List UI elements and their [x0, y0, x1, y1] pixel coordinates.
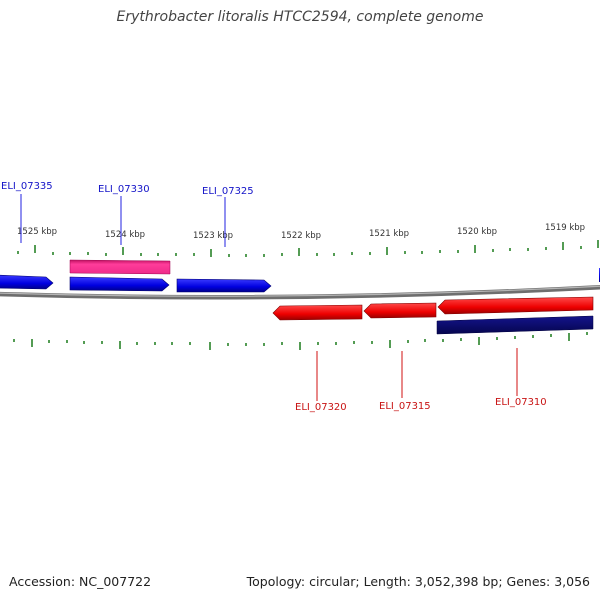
gene-labels: ELI_07335 ELI_07330 ELI_07325 ELI_07320 …: [1, 181, 547, 413]
scale-label-1522: 1522 kbp: [281, 231, 321, 241]
gene-label-eli-07310[interactable]: ELI_07310: [495, 397, 547, 408]
gene-arrow-eli-07325[interactable]: [176, 278, 272, 293]
scale-label-1525: 1525 kbp: [17, 227, 57, 237]
scale-label-1519: 1519 kbp: [545, 223, 585, 233]
feature-bar-pink[interactable]: [69, 259, 171, 275]
scale-labels: 1525 kbp 1524 kbp 1523 kbp 1522 kbp 1521…: [17, 223, 585, 241]
forward-label-lines: [20, 194, 226, 247]
reverse-strand-genes: [272, 296, 594, 321]
gene-arrow-eli-07330[interactable]: [69, 276, 170, 292]
forward-strand-genes: [0, 268, 600, 293]
reverse-label-lines: [316, 348, 518, 401]
genome-backbone: [0, 285, 600, 300]
gene-label-eli-07315[interactable]: ELI_07315: [379, 401, 431, 412]
scale-label-1520: 1520 kbp: [457, 227, 497, 237]
upper-tick-row: [17, 240, 599, 257]
gene-arrow-eli-07320[interactable]: [272, 304, 363, 321]
scale-label-1523: 1523 kbp: [193, 231, 233, 241]
feature-bar-navy[interactable]: [436, 315, 594, 335]
genome-title: Erythrobacter litoralis HTCC2594, comple…: [116, 9, 484, 25]
gene-label-eli-07330[interactable]: ELI_07330: [98, 184, 150, 195]
accession-text: Accession: NC_007722: [9, 574, 152, 589]
gene-arrow-eli-07315[interactable]: [363, 302, 437, 319]
gene-arrow-eli-07310[interactable]: [437, 296, 594, 315]
gene-label-eli-07325[interactable]: ELI_07325: [202, 186, 254, 197]
lower-tick-row: [13, 332, 588, 350]
gene-label-eli-07335[interactable]: ELI_07335: [1, 181, 53, 192]
gene-label-eli-07320[interactable]: ELI_07320: [295, 402, 347, 413]
scale-label-1524: 1524 kbp: [105, 230, 145, 240]
scale-label-1521: 1521 kbp: [369, 229, 409, 239]
topology-text: Topology: circular; Length: 3,052,398 bp…: [246, 574, 590, 589]
gene-arrow-eli-07335[interactable]: [0, 274, 54, 290]
